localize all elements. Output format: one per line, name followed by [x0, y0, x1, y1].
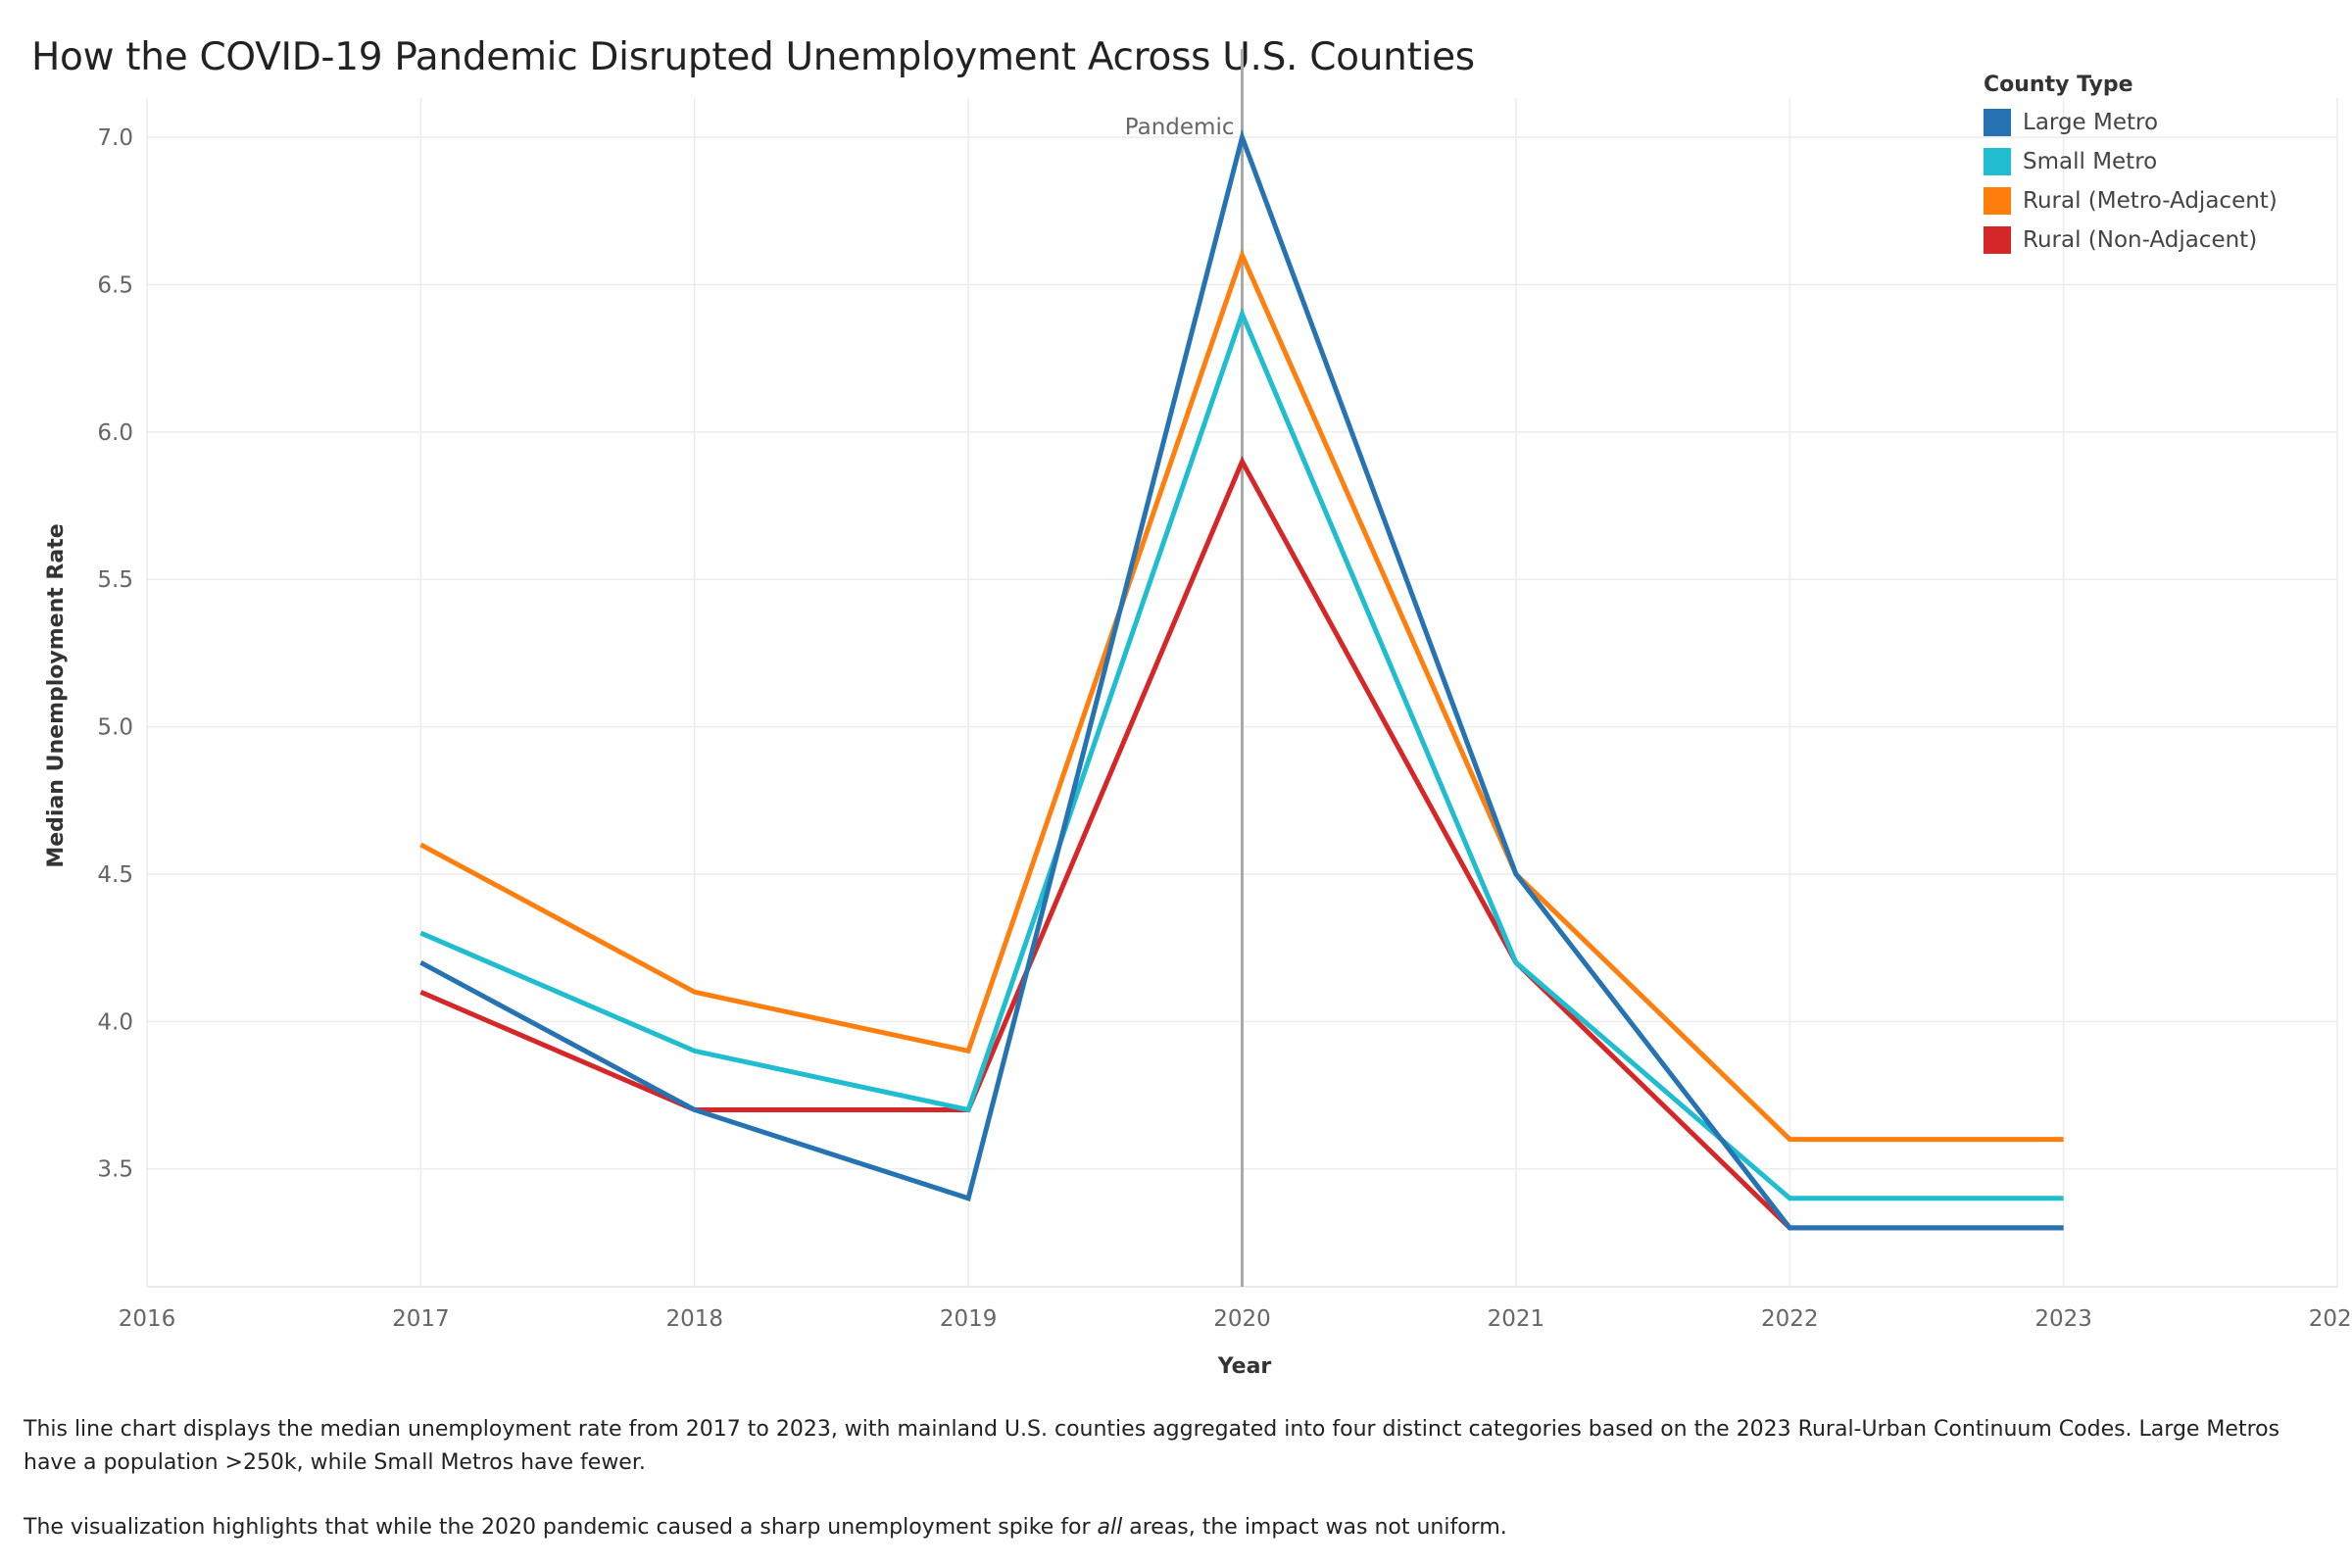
x-tick-label: 2018: [665, 1306, 723, 1332]
legend-item-small-metro[interactable]: Small Metro: [1984, 142, 2278, 181]
chart-title: How the COVID-19 Pandemic Disrupted Unem…: [31, 35, 1475, 79]
x-tick-label: 2021: [1488, 1306, 1545, 1332]
caption-text: The visualization highlights that while …: [24, 1515, 1098, 1540]
pandemic-reference-line: Pandemic: [1125, 48, 1244, 1287]
legend: County Type Large Metro Small Metro Rura…: [1984, 73, 2278, 260]
x-tick-label: 2016: [119, 1306, 176, 1332]
pandemic-annotation-label: Pandemic: [1125, 115, 1235, 140]
legend-item-rural-metro-adjacent[interactable]: Rural (Metro-Adjacent): [1984, 181, 2278, 220]
x-tick-label: 2023: [2034, 1306, 2092, 1332]
y-axis-ticks: 3.5 4.0 4.5 5.0 5.5 6.0 6.5 7.0: [97, 125, 133, 1183]
y-tick-label: 5.5: [97, 567, 133, 593]
y-tick-label: 4.5: [97, 862, 133, 888]
series-line-small-metro[interactable]: [419, 307, 2064, 1201]
legend-swatch: [1984, 148, 2011, 175]
legend-item-large-metro[interactable]: Large Metro: [1984, 103, 2278, 142]
series-line-large-metro[interactable]: [419, 128, 2064, 1231]
series-lines: [419, 128, 2064, 1231]
caption-emphasis: all: [1097, 1515, 1123, 1540]
legend-label: Rural (Metro-Adjacent): [2023, 188, 2278, 214]
x-tick-label: 2022: [1761, 1306, 1819, 1332]
y-tick-label: 4.0: [97, 1009, 133, 1035]
legend-swatch: [1984, 109, 2011, 136]
caption-paragraph-1: This line chart displays the median unem…: [24, 1417, 2280, 1475]
legend-label: Large Metro: [2023, 110, 2159, 135]
y-tick-label: 5.0: [97, 715, 133, 741]
legend-swatch: [1984, 187, 2011, 215]
x-tick-label: 2024: [2309, 1306, 2352, 1332]
x-axis-label: Year: [1217, 1354, 1272, 1379]
legend-item-rural-non-adjacent[interactable]: Rural (Non-Adjacent): [1984, 220, 2278, 260]
x-axis-ticks: 2016 2017 2018 2019 2020 2021 2022 2023 2024: [119, 1306, 2352, 1332]
x-tick-label: 2017: [392, 1306, 450, 1332]
y-axis-label: Median Unemployment Rate: [44, 523, 69, 867]
y-tick-label: 6.5: [97, 272, 133, 298]
caption-text: areas, the impact was not uniform.: [1122, 1515, 1507, 1540]
legend-label: Rural (Non-Adjacent): [2023, 227, 2258, 253]
y-tick-label: 3.5: [97, 1157, 133, 1183]
y-tick-label: 7.0: [97, 125, 133, 151]
y-tick-label: 6.0: [97, 420, 133, 446]
legend-label: Small Metro: [2023, 149, 2158, 174]
series-line-rural-metro-adjacent[interactable]: [419, 248, 2064, 1143]
legend-title: County Type: [1984, 73, 2133, 97]
caption-paragraph-2: The visualization highlights that while …: [24, 1511, 2327, 1544]
line-chart: 3.54.04.55.05.56.06.57.0 2016 2017 2018 201…: [44, 48, 2352, 1379]
x-tick-label: 2020: [1213, 1306, 1271, 1332]
legend-swatch: [1984, 226, 2011, 254]
x-tick-label: 2019: [940, 1306, 998, 1332]
